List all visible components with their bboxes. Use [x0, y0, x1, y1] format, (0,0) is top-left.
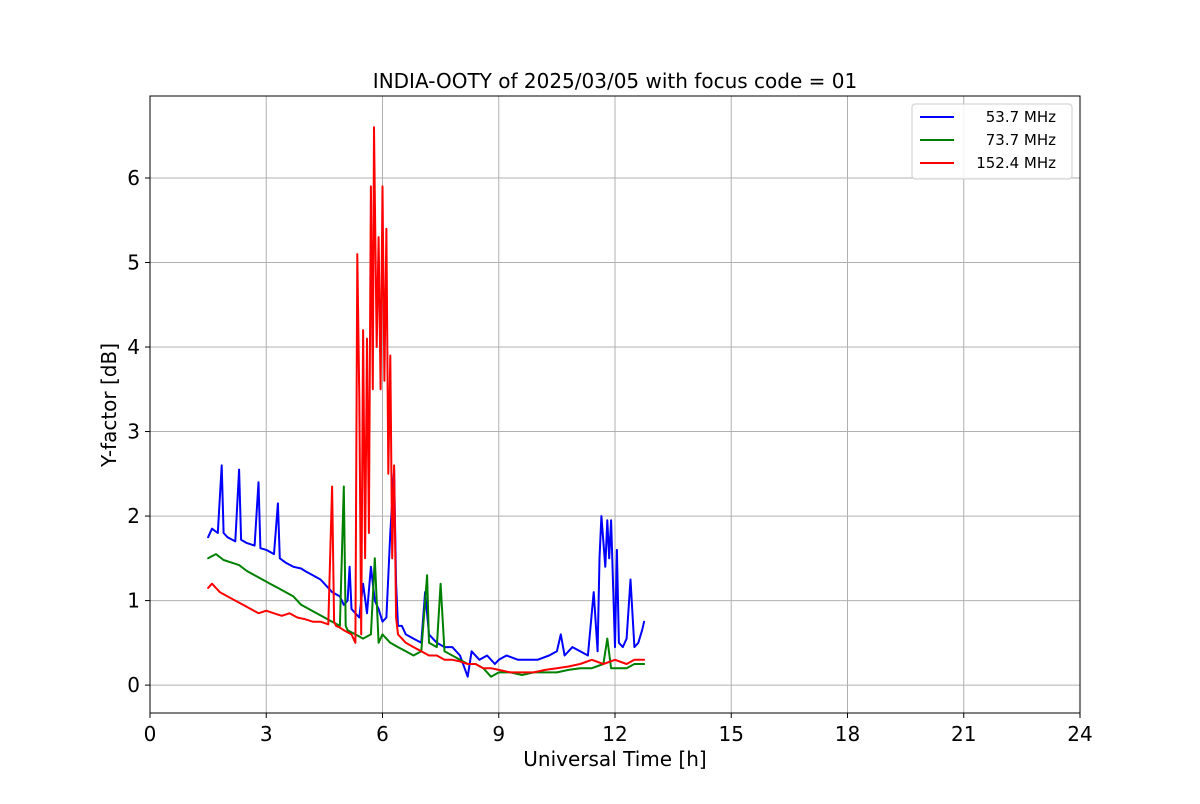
y-tick-label: 0: [127, 673, 140, 697]
series-line-1: [207, 485, 646, 678]
legend-items: 53.7 MHz 73.7 MHz 152.4 MHz: [920, 108, 1056, 172]
x-tick-label: 0: [144, 722, 157, 746]
x-tick-label: 18: [835, 722, 860, 746]
x-tick-label: 15: [719, 722, 744, 746]
legend-label-0: 53.7 MHz: [986, 108, 1056, 126]
legend-label-2: 152.4 MHz: [976, 154, 1056, 172]
x-tick-label: 24: [1067, 722, 1092, 746]
x-tick-label: 12: [602, 722, 627, 746]
series-line-0: [207, 464, 646, 678]
y-tick-label: 6: [127, 166, 140, 190]
legend-label-1: 73.7 MHz: [986, 131, 1056, 149]
x-tick-label: 9: [492, 722, 505, 746]
x-axis-label: Universal Time [h]: [523, 747, 706, 771]
x-tick-label: 21: [951, 722, 976, 746]
legend-box: [911, 103, 1073, 180]
y-tick-label: 1: [127, 589, 140, 613]
y-tick-label: 5: [127, 251, 140, 275]
chart-title: INDIA-OOTY of 2025/03/05 with focus code…: [373, 69, 857, 93]
legend: 53.7 MHz 73.7 MHz 152.4 MHz: [911, 103, 1073, 180]
series-layer: [207, 126, 646, 678]
y-axis-ticks: 0 1 2 3 4 5 6: [127, 166, 150, 697]
x-axis-ticks: 0 3 6 9 12 15 18 21 24: [144, 713, 1093, 746]
y-tick-label: 3: [127, 420, 140, 444]
x-tick-label: 6: [376, 722, 389, 746]
x-tick-label: 3: [260, 722, 273, 746]
y-tick-label: 4: [127, 335, 140, 359]
y-tick-label: 2: [127, 504, 140, 528]
series-line-2: [207, 126, 646, 674]
y-axis-label: Y-factor [dB]: [97, 343, 121, 468]
